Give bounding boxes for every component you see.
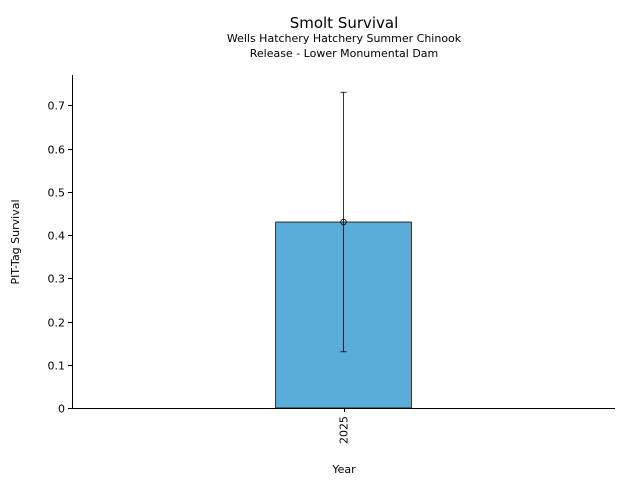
x-axis-label: Year [331,463,356,476]
y-tick-label-2: 0.2 [48,317,66,330]
x-tick-label-2025: 2025 [338,416,351,444]
y-tick-label-0: 0 [58,403,65,416]
y-tick-label-5: 0.5 [48,187,66,200]
y-tick-label-4: 0.4 [48,230,66,243]
point-marker-2025 [340,218,347,226]
y-tick-label-7: 0.7 [48,100,66,113]
chart-subtitle-line-1: Wells Hatchery Hatchery Summer Chinook [227,32,462,45]
y-tick-label-1: 0.1 [48,360,66,373]
y-tick-label-3: 0.3 [48,273,66,286]
chart-title: Smolt Survival [290,14,399,32]
plot-area [275,91,412,409]
y-tick-label-6: 0.6 [48,144,66,157]
chart-subtitle-line-2: Release - Lower Monumental Dam [250,47,439,60]
y-axis-label: PIT-Tag Survival [9,199,22,284]
